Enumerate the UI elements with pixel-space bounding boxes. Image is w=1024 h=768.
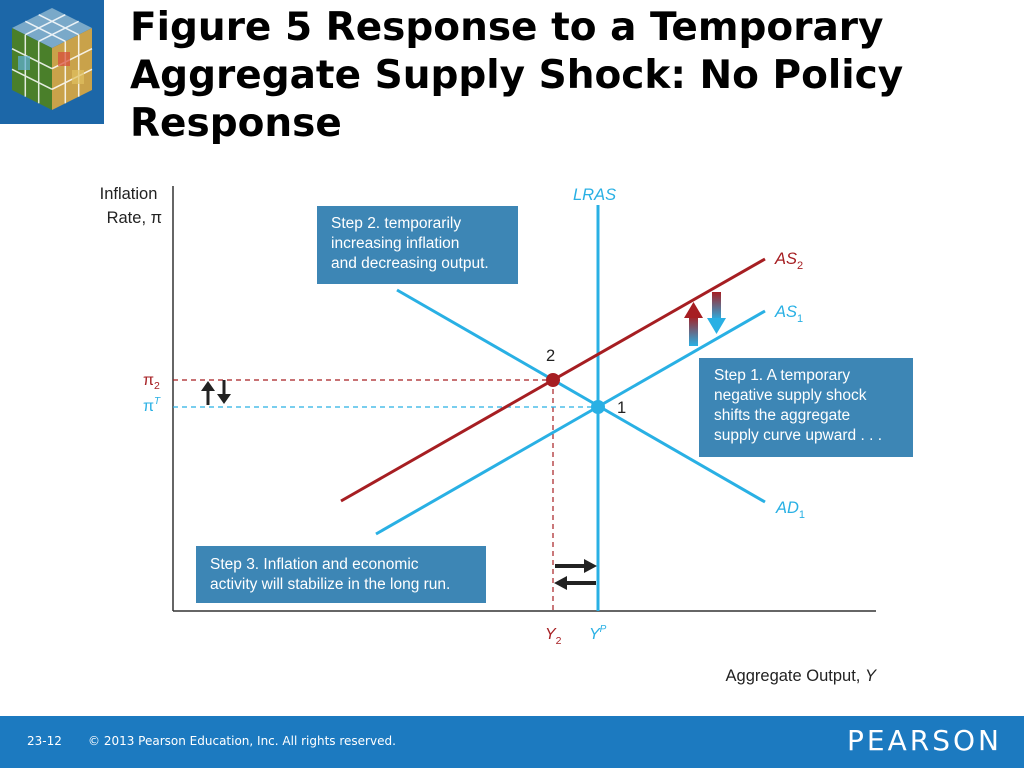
copyright-notice: © 2013 Pearson Education, Inc. All right… (88, 734, 396, 748)
rubiks-cube-logo-icon (0, 0, 104, 124)
point-2-label: 2 (546, 347, 555, 365)
left-right-arrows-icon (554, 559, 597, 590)
ad1-label: AD1 (775, 499, 805, 521)
step-1-box (699, 358, 913, 457)
step-3-box (196, 546, 486, 603)
ad1-curve (396, 288, 766, 504)
up-down-arrows-icon (201, 380, 231, 405)
point-1-marker (591, 400, 605, 414)
as1-label: AS1 (774, 303, 803, 325)
point-2-marker (546, 373, 560, 387)
diagram: Inflation Rate, π Aggregate Output, Y LR… (100, 185, 913, 685)
step-1-text: Step 1. A temporary negative supply shoc… (714, 367, 882, 444)
yp-tick-label: YP (589, 624, 607, 643)
y-axis-label: Inflation Rate, π (100, 185, 162, 227)
footer-bar: 23-12 © 2013 Pearson Education, Inc. All… (0, 716, 1024, 768)
lras-label: LRAS (573, 186, 616, 204)
y2-tick-label: Y2 (545, 626, 562, 647)
piT-tick-label: πT (143, 396, 161, 415)
step-3-text: Step 3. Inflation and economic activity … (210, 556, 451, 593)
pi2-tick-label: π2 (143, 372, 160, 392)
point-1-label: 1 (617, 399, 626, 417)
step-2-text: Step 2. temporarily increasing inflation… (331, 215, 489, 272)
page-number: 23-12 (27, 734, 62, 748)
as2-label: AS2 (774, 250, 803, 272)
as1-curve (375, 309, 766, 536)
slide-title: Figure 5 Response to a Temporary Aggrega… (130, 5, 904, 146)
x-axis-label: Aggregate Output, Y (726, 667, 877, 685)
shock-arrows-icon (684, 292, 726, 346)
step-2-box (317, 206, 518, 284)
pearson-brand: PEARSON (847, 724, 1002, 757)
logo (0, 0, 104, 124)
